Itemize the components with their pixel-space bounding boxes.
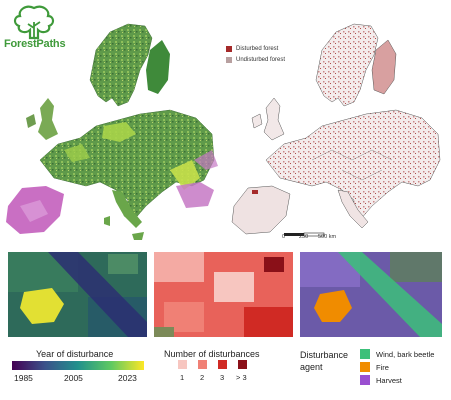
count-swatch-gt3 xyxy=(238,360,247,369)
count-label-1: 1 xyxy=(180,373,185,382)
disturbed-swatch xyxy=(226,45,232,52)
europe-disturbed-forest-map xyxy=(231,23,441,235)
tree-logo-icon xyxy=(13,5,55,40)
agent-swatch-fire xyxy=(360,362,370,372)
scalebar-label-250: 250 xyxy=(299,234,309,240)
year-tick-2023: 2023 xyxy=(118,373,137,383)
count-swatch-3 xyxy=(218,360,227,369)
europe-disturbance-year-map xyxy=(6,23,218,240)
agent-label-fire: Fire xyxy=(376,363,389,372)
legend-label: Undisturbed forest xyxy=(236,56,286,63)
year-tick-1985: 1985 xyxy=(14,373,33,383)
scalebar-label-0: 0 xyxy=(282,234,286,240)
year-disturbance-detail-map xyxy=(8,252,147,337)
agent-legend-title: Disturbance agent xyxy=(300,349,348,373)
legend-item-disturbed: Disturbed forest xyxy=(226,43,285,54)
legend-label: Disturbed forest xyxy=(236,45,279,52)
count-swatch-1 xyxy=(178,360,187,369)
year-tick-2005: 2005 xyxy=(64,373,83,383)
agent-title-line1: Disturbance xyxy=(300,350,349,360)
year-legend-title: Year of disturbance xyxy=(36,349,114,359)
count-label-3: 3 xyxy=(220,373,225,382)
agent-title-line2: agent xyxy=(300,362,323,372)
disturbance-agent-detail-map xyxy=(300,252,442,337)
count-label-gt3: > 3 xyxy=(236,373,247,382)
agent-swatch-wind xyxy=(360,349,370,359)
year-colorbar xyxy=(12,361,144,370)
scalebar: 0 250 500 km xyxy=(282,226,344,242)
disturbance-legend: Disturbed forest Undisturbed forest xyxy=(226,43,285,65)
scalebar-graphic xyxy=(284,232,325,237)
count-swatch-2 xyxy=(198,360,207,369)
legend-item-undisturbed: Undisturbed forest xyxy=(226,54,285,65)
count-label-2: 2 xyxy=(200,373,205,382)
agent-label-harvest: Harvest xyxy=(376,376,402,385)
scalebar-label-500: 500 km xyxy=(318,234,337,240)
agent-swatch-harvest xyxy=(360,375,370,385)
forestpaths-logo xyxy=(4,2,64,62)
logo-text: ForestPaths xyxy=(4,38,66,50)
agent-label-wind: Wind, bark beetle xyxy=(376,350,435,359)
undisturbed-swatch xyxy=(226,56,232,63)
count-legend-title: Number of disturbances xyxy=(164,349,260,359)
disturbance-count-detail-map xyxy=(154,252,293,337)
